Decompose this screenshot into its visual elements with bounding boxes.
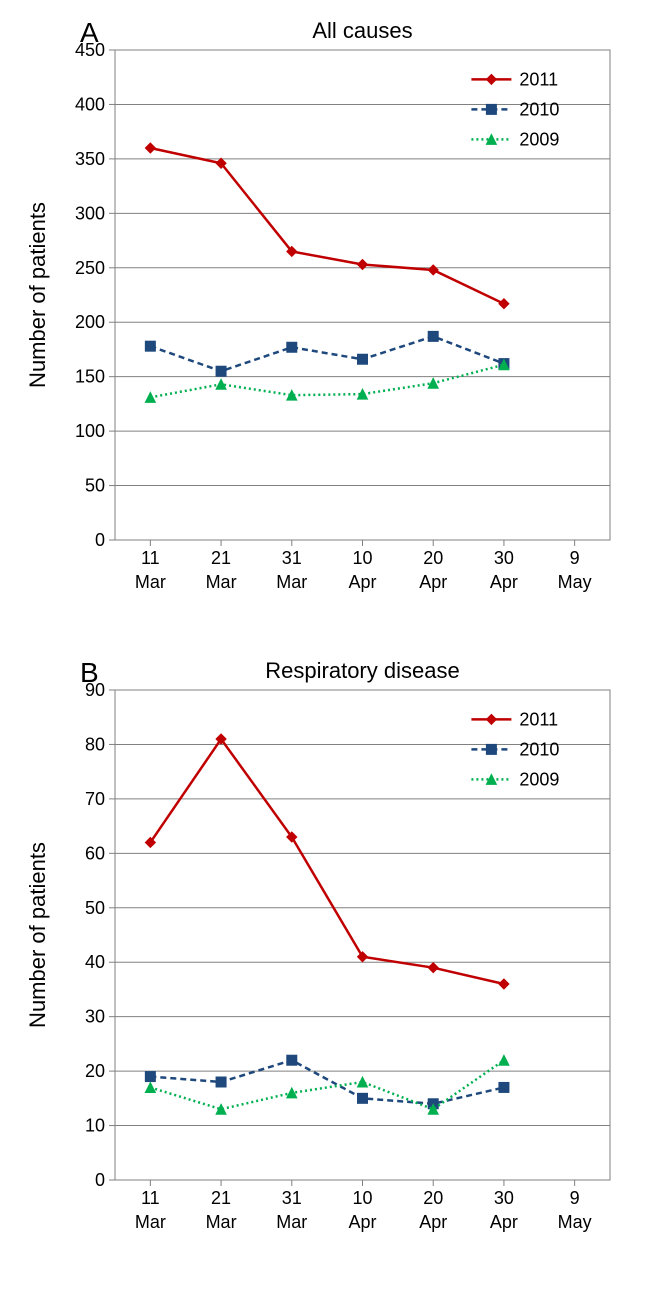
- svg-text:Mar: Mar: [276, 1212, 307, 1232]
- svg-text:A: A: [80, 17, 99, 48]
- svg-text:300: 300: [75, 203, 105, 223]
- svg-text:Mar: Mar: [135, 572, 166, 592]
- svg-text:21: 21: [211, 1188, 231, 1208]
- svg-text:200: 200: [75, 312, 105, 332]
- svg-text:2009: 2009: [519, 769, 559, 789]
- svg-text:B: B: [80, 657, 99, 688]
- svg-text:Apr: Apr: [348, 572, 376, 592]
- svg-text:30: 30: [494, 548, 514, 568]
- svg-text:50: 50: [85, 898, 105, 918]
- svg-text:100: 100: [75, 421, 105, 441]
- svg-text:20: 20: [423, 548, 443, 568]
- svg-text:9: 9: [570, 548, 580, 568]
- svg-text:Mar: Mar: [276, 572, 307, 592]
- svg-text:May: May: [558, 1212, 592, 1232]
- svg-text:40: 40: [85, 952, 105, 972]
- chart-a-svg: 05010015020025030035040045011Mar21Mar31M…: [10, 10, 640, 630]
- svg-text:9: 9: [570, 1188, 580, 1208]
- svg-text:Number of patients: Number of patients: [25, 842, 50, 1028]
- svg-text:31: 31: [282, 548, 302, 568]
- svg-text:2011: 2011: [519, 69, 558, 89]
- svg-text:30: 30: [85, 1007, 105, 1027]
- svg-text:31: 31: [282, 1188, 302, 1208]
- svg-text:Apr: Apr: [419, 1212, 447, 1232]
- svg-text:11: 11: [141, 548, 160, 568]
- svg-text:Mar: Mar: [135, 1212, 166, 1232]
- svg-text:20: 20: [85, 1061, 105, 1081]
- chart-b: 010203040506070809011Mar21Mar31Mar10Apr2…: [10, 650, 640, 1270]
- svg-text:All causes: All causes: [312, 18, 412, 43]
- svg-text:400: 400: [75, 94, 105, 114]
- svg-text:Mar: Mar: [206, 572, 237, 592]
- svg-text:70: 70: [85, 789, 105, 809]
- svg-text:10: 10: [352, 1188, 372, 1208]
- svg-text:10: 10: [352, 548, 372, 568]
- svg-text:11: 11: [141, 1188, 160, 1208]
- svg-text:50: 50: [85, 476, 105, 496]
- svg-text:Mar: Mar: [206, 1212, 237, 1232]
- svg-text:60: 60: [85, 843, 105, 863]
- svg-text:2010: 2010: [519, 99, 559, 119]
- svg-text:Apr: Apr: [348, 1212, 376, 1232]
- svg-text:0: 0: [95, 530, 105, 550]
- svg-text:80: 80: [85, 734, 105, 754]
- chart-b-svg: 010203040506070809011Mar21Mar31Mar10Apr2…: [10, 650, 640, 1270]
- svg-text:2009: 2009: [519, 129, 559, 149]
- svg-text:Apr: Apr: [490, 572, 518, 592]
- svg-text:Apr: Apr: [490, 1212, 518, 1232]
- svg-text:Apr: Apr: [419, 572, 447, 592]
- svg-text:2011: 2011: [519, 709, 558, 729]
- svg-text:May: May: [558, 572, 592, 592]
- chart-a: 05010015020025030035040045011Mar21Mar31M…: [10, 10, 640, 630]
- svg-text:350: 350: [75, 149, 105, 169]
- svg-text:10: 10: [85, 1116, 105, 1136]
- svg-text:21: 21: [211, 548, 231, 568]
- svg-text:20: 20: [423, 1188, 443, 1208]
- svg-text:Respiratory disease: Respiratory disease: [265, 658, 459, 683]
- svg-text:Number of patients: Number of patients: [25, 202, 50, 388]
- svg-text:150: 150: [75, 367, 105, 387]
- svg-text:250: 250: [75, 258, 105, 278]
- svg-text:2010: 2010: [519, 739, 559, 759]
- svg-text:30: 30: [494, 1188, 514, 1208]
- svg-text:0: 0: [95, 1170, 105, 1190]
